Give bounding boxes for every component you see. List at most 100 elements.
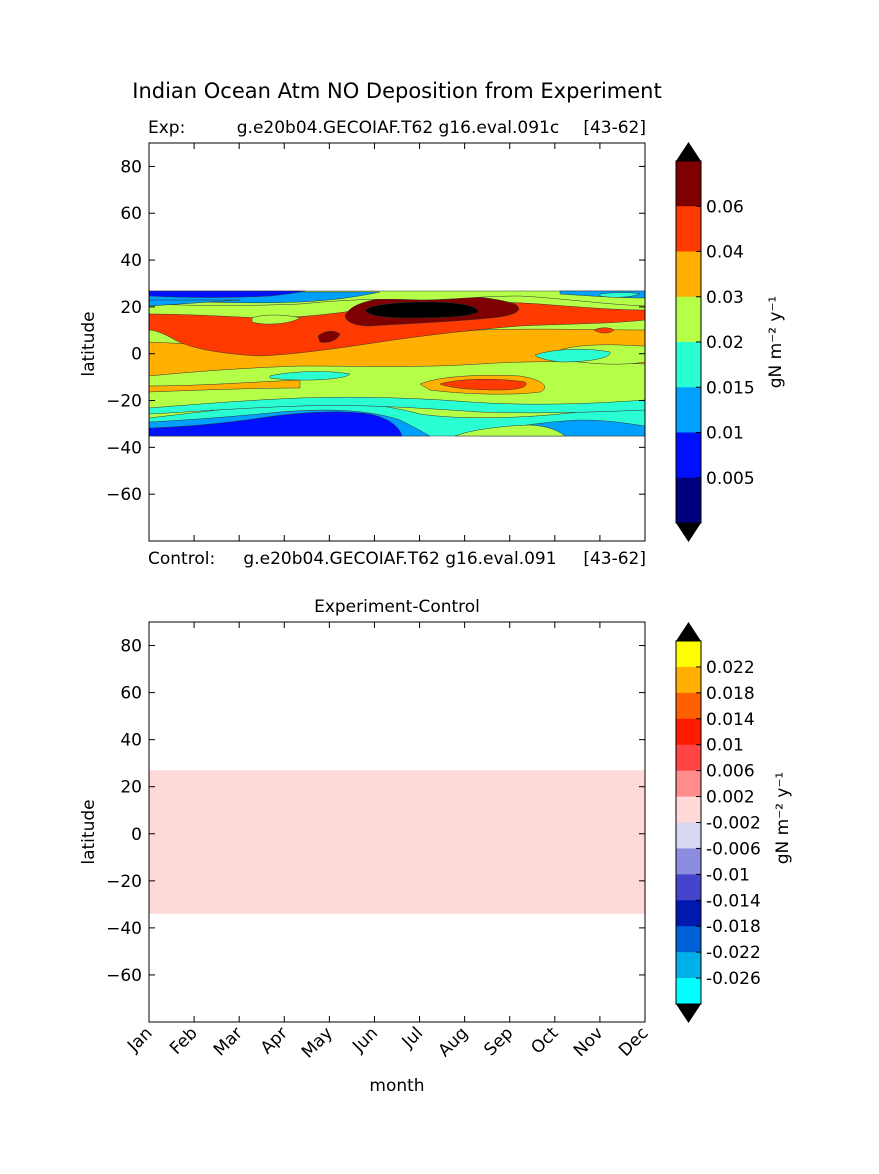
top-title-left: Exp: bbox=[148, 118, 185, 138]
bottom-colorbar-label: gN m⁻² y⁻¹ bbox=[773, 772, 793, 865]
bottom-xtick-label: Jul bbox=[398, 1023, 427, 1052]
bottom-title: Experiment-Control bbox=[314, 597, 480, 617]
top-colorbar: 0.06 0.04 0.03 0.02 0.015 0.01 0.005 bbox=[675, 142, 755, 542]
bottom-xtick-label: Dec bbox=[615, 1023, 652, 1060]
top-y-axis: 80 60 40 20 0 −20 −40 −60 bbox=[106, 143, 646, 541]
bottom-colorbar-swatch bbox=[676, 744, 701, 772]
bottom-xtick-label: Nov bbox=[570, 1023, 608, 1061]
bottom-panel: Experiment-Control 80 60 40 20 0 −20 −40 −60 Ja… bbox=[79, 597, 793, 1096]
top-region-cyan-east bbox=[534, 349, 611, 363]
top-ytick-label: 20 bbox=[120, 298, 142, 318]
top-colorbar-swatch bbox=[676, 477, 701, 524]
bottom-colorbar-swatch bbox=[676, 926, 701, 953]
bottom-colorbar-swatch bbox=[676, 796, 701, 823]
top-region-cyan-band bbox=[149, 396, 645, 415]
bottom-colorbar-swatch bbox=[676, 978, 701, 1005]
bottom-colorbar-swatch bbox=[676, 874, 701, 901]
bottom-ytick-label: −20 bbox=[106, 872, 142, 892]
control-title-center: g.e20b04.GECOIAF.T62 g16.eval.091 bbox=[243, 549, 556, 569]
bottom-xtick-label: Jun bbox=[348, 1023, 382, 1057]
bottom-colorbar-tick-label: -0.014 bbox=[706, 891, 761, 911]
figure-title: Indian Ocean Atm NO Deposition from Expe… bbox=[132, 79, 661, 103]
bottom-ytick-label: −40 bbox=[106, 919, 142, 939]
top-colorbar-swatch bbox=[676, 342, 701, 388]
top-ytick-label: 80 bbox=[120, 157, 142, 177]
top-region-cyan-mid bbox=[269, 371, 351, 381]
bottom-colorbar-swatch bbox=[676, 718, 701, 746]
bottom-colorbar-swatch bbox=[676, 952, 701, 979]
bottom-colorbar-under-arrow bbox=[676, 1004, 701, 1023]
top-colorbar-tick-label: 0.005 bbox=[706, 469, 755, 489]
top-colorbar-tick-label: 0.02 bbox=[706, 333, 744, 353]
top-ytick-label: −60 bbox=[106, 485, 142, 505]
top-region-red-blob-south bbox=[439, 378, 527, 391]
control-title-right: [43-62] bbox=[583, 549, 646, 569]
bottom-colorbar-tick-label: 0.018 bbox=[706, 684, 755, 704]
bottom-colorbar-swatch bbox=[676, 848, 701, 875]
bottom-xtick-label: Sep bbox=[480, 1023, 517, 1060]
bottom-xlabel: month bbox=[369, 1076, 424, 1096]
top-ytick-label: −40 bbox=[106, 438, 142, 458]
top-region-red-band bbox=[149, 301, 645, 357]
top-ytick-label: −20 bbox=[106, 392, 142, 412]
bottom-colorbar-tick-label: 0.014 bbox=[706, 710, 755, 730]
top-colorbar-over-arrow bbox=[676, 142, 701, 161]
bottom-y-axis: 80 60 40 20 0 −20 −40 −60 bbox=[106, 637, 645, 986]
top-colorbar-label: gN m⁻² y⁻¹ bbox=[766, 296, 786, 389]
top-panel: Exp: g.e20b04.GECOIAF.T62 g16.eval.091c … bbox=[79, 118, 786, 542]
top-colorbar-tick-label: 0.015 bbox=[706, 378, 755, 398]
top-region-blue-south bbox=[149, 411, 403, 437]
bottom-colorbar-tick-label: -0.026 bbox=[706, 969, 761, 989]
bottom-colorbar-swatch bbox=[676, 822, 701, 849]
control-title-left: Control: bbox=[148, 549, 215, 569]
bottom-colorbar-swatch bbox=[676, 666, 701, 694]
top-ytick-label: 60 bbox=[120, 204, 142, 224]
bottom-colorbar-tick-label: 0.002 bbox=[706, 788, 755, 808]
bottom-ytick-label: 20 bbox=[120, 778, 142, 798]
top-contour-field bbox=[149, 290, 645, 437]
top-colorbar-tick-label: 0.03 bbox=[706, 288, 744, 308]
bottom-colorbar-tick-label: -0.006 bbox=[706, 839, 761, 859]
bottom-colorbar: 0.022 0.018 0.014 0.01 0.006 0.002 -0.002 -0.00… bbox=[675, 622, 761, 1023]
top-colorbar-swatch bbox=[676, 206, 701, 252]
bottom-colorbar-over-arrow bbox=[676, 622, 701, 641]
bottom-ytick-label: −60 bbox=[106, 966, 142, 986]
top-colorbar-tick-label: 0.06 bbox=[706, 197, 744, 217]
top-colorbar-swatch bbox=[676, 161, 701, 207]
top-colorbar-under-arrow bbox=[676, 523, 701, 542]
top-colorbar-swatch bbox=[676, 432, 701, 479]
top-ylabel: latitude bbox=[79, 311, 99, 376]
bottom-plot-frame bbox=[148, 621, 646, 1023]
bottom-xtick-label: Aug bbox=[435, 1023, 473, 1061]
bottom-uniform-band bbox=[149, 770, 645, 914]
top-ytick-label: 0 bbox=[131, 345, 142, 365]
bottom-xtick-label: Apr bbox=[257, 1023, 292, 1058]
bottom-xtick-label: May bbox=[298, 1023, 337, 1062]
top-colorbar-tick-label: 0.04 bbox=[706, 243, 744, 263]
top-region-cyan-ne bbox=[599, 292, 641, 298]
bottom-ylabel: latitude bbox=[79, 799, 99, 864]
bottom-xtick-label: Feb bbox=[166, 1023, 201, 1058]
bottom-colorbar-swatch bbox=[676, 900, 701, 927]
bottom-colorbar-swatch bbox=[676, 692, 701, 720]
bottom-ytick-label: 60 bbox=[120, 684, 142, 704]
bottom-colorbar-tick-label: -0.002 bbox=[706, 814, 761, 834]
bottom-colorbar-tick-label: 0.022 bbox=[706, 658, 755, 678]
top-colorbar-tick-label: 0.01 bbox=[706, 424, 744, 444]
bottom-colorbar-tick-label: 0.006 bbox=[706, 762, 755, 782]
top-ytick-label: 40 bbox=[120, 251, 142, 271]
top-region-blue-north bbox=[149, 290, 306, 298]
top-region-darkred-dot bbox=[317, 331, 341, 343]
bottom-colorbar-tick-label: -0.018 bbox=[706, 917, 761, 937]
bottom-xtick-label: Jan bbox=[123, 1023, 156, 1056]
bottom-colorbar-swatch bbox=[676, 641, 701, 668]
top-region-lightblue-nw bbox=[149, 299, 241, 307]
top-title-right: [43-62] bbox=[583, 118, 646, 138]
top-region-red-dot bbox=[593, 327, 615, 334]
bottom-colorbar-swatch bbox=[676, 770, 701, 798]
top-region-green-nw bbox=[251, 314, 301, 325]
top-colorbar-swatch bbox=[676, 387, 701, 433]
bottom-ytick-label: 0 bbox=[131, 825, 142, 845]
top-region-black-core bbox=[364, 301, 479, 319]
